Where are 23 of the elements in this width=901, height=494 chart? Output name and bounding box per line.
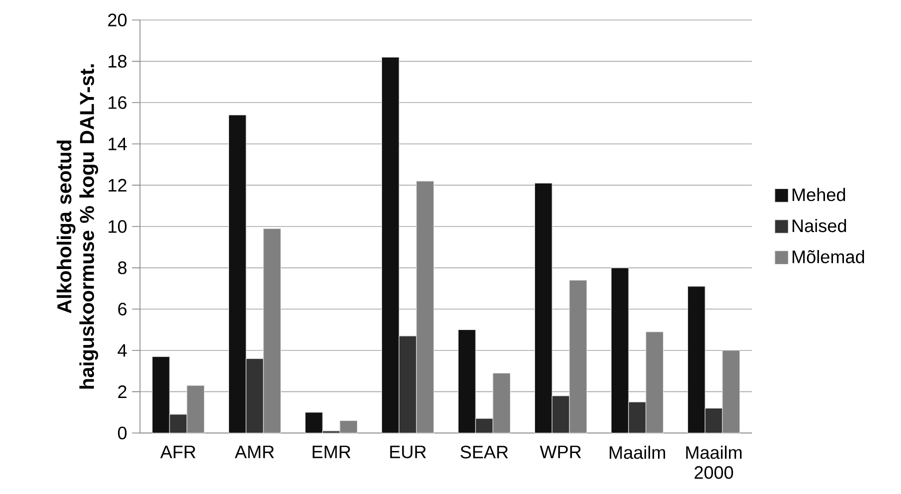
legend-label: Naised xyxy=(792,218,846,232)
y-tick-label: 8 xyxy=(118,261,126,274)
y-tick-label: 10 xyxy=(108,220,127,233)
y-tick-label: 4 xyxy=(118,344,127,357)
y-tick-label: 16 xyxy=(108,96,126,109)
x-tick-label: EUR xyxy=(390,446,426,458)
x-tick-label: AFR xyxy=(160,446,196,458)
y-tick-label: 6 xyxy=(118,302,126,316)
y-tick-label: 18 xyxy=(108,54,126,68)
x-tick-label: AMR xyxy=(234,446,274,458)
y-tick-label: 14 xyxy=(108,138,127,150)
x-tick-label: WPR xyxy=(540,446,581,458)
x-tick-label: EMR xyxy=(312,446,350,458)
y-axis-title: Alkoholiga seotud haiguskoormuse % kogu DALY-st. xyxy=(56,64,98,389)
x-tick-label: Maailm 2000 xyxy=(686,446,742,479)
x-tick-label: Maailm xyxy=(610,446,666,459)
legend-label: Mõlemad xyxy=(792,250,864,264)
x-tick-label: SEAR xyxy=(460,446,508,458)
legend-label: Mehed xyxy=(792,188,846,202)
y-tick-label: 12 xyxy=(108,178,126,192)
y-tick-label: 2 xyxy=(118,385,126,398)
y-tick-label: 0 xyxy=(118,426,127,440)
y-tick-label: 20 xyxy=(108,14,127,26)
